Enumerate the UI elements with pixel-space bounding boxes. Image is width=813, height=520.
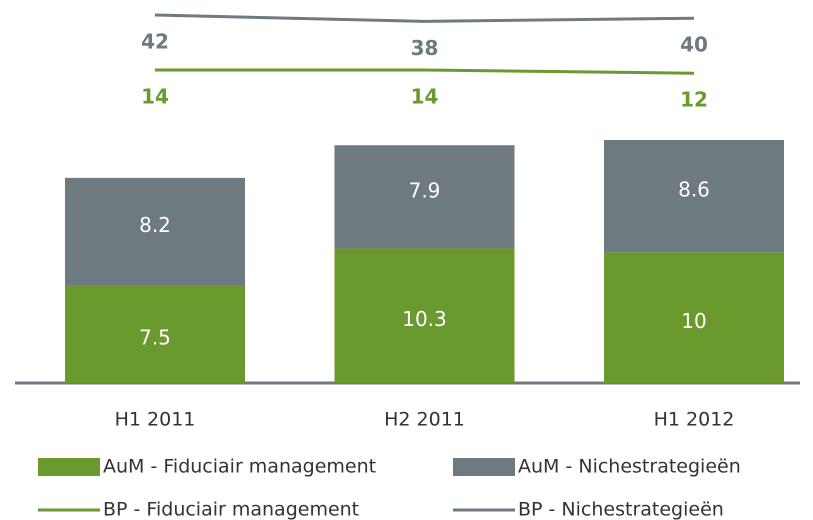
legend-swatch bbox=[453, 458, 515, 476]
bar-label: 8.6 bbox=[678, 178, 710, 202]
bar-label: 7.5 bbox=[139, 326, 171, 350]
line bbox=[155, 68, 695, 75]
bar bbox=[604, 140, 784, 253]
line-label: 14 bbox=[141, 85, 169, 109]
legend-label: AuM - Fiduciair management bbox=[103, 456, 376, 478]
bar bbox=[65, 177, 245, 286]
line-label: 38 bbox=[411, 36, 439, 60]
bar-label: 8.2 bbox=[139, 213, 171, 237]
bar bbox=[334, 145, 515, 249]
legend-label: BP - Fiduciair management bbox=[103, 499, 359, 520]
x-tick-label: H1 2012 bbox=[654, 409, 735, 431]
x-tick-label: H2 2011 bbox=[384, 409, 465, 431]
bar-label: 10 bbox=[681, 309, 706, 333]
bar bbox=[65, 285, 245, 383]
line-label: 12 bbox=[680, 88, 708, 112]
line-label: 42 bbox=[141, 30, 169, 54]
legend-label: AuM - Nichestrategieën bbox=[518, 456, 741, 478]
line-label: 14 bbox=[411, 85, 439, 109]
legend-label: BP - Nichestrategieën bbox=[518, 499, 724, 520]
legend-swatch bbox=[38, 458, 100, 476]
bar bbox=[334, 248, 515, 383]
bar-label: 7.9 bbox=[409, 178, 441, 202]
line-label: 40 bbox=[680, 33, 708, 57]
bar-label: 10.3 bbox=[402, 307, 447, 331]
x-tick-label: H1 2011 bbox=[115, 409, 196, 431]
bar bbox=[604, 252, 784, 383]
line bbox=[154, 13, 695, 23]
